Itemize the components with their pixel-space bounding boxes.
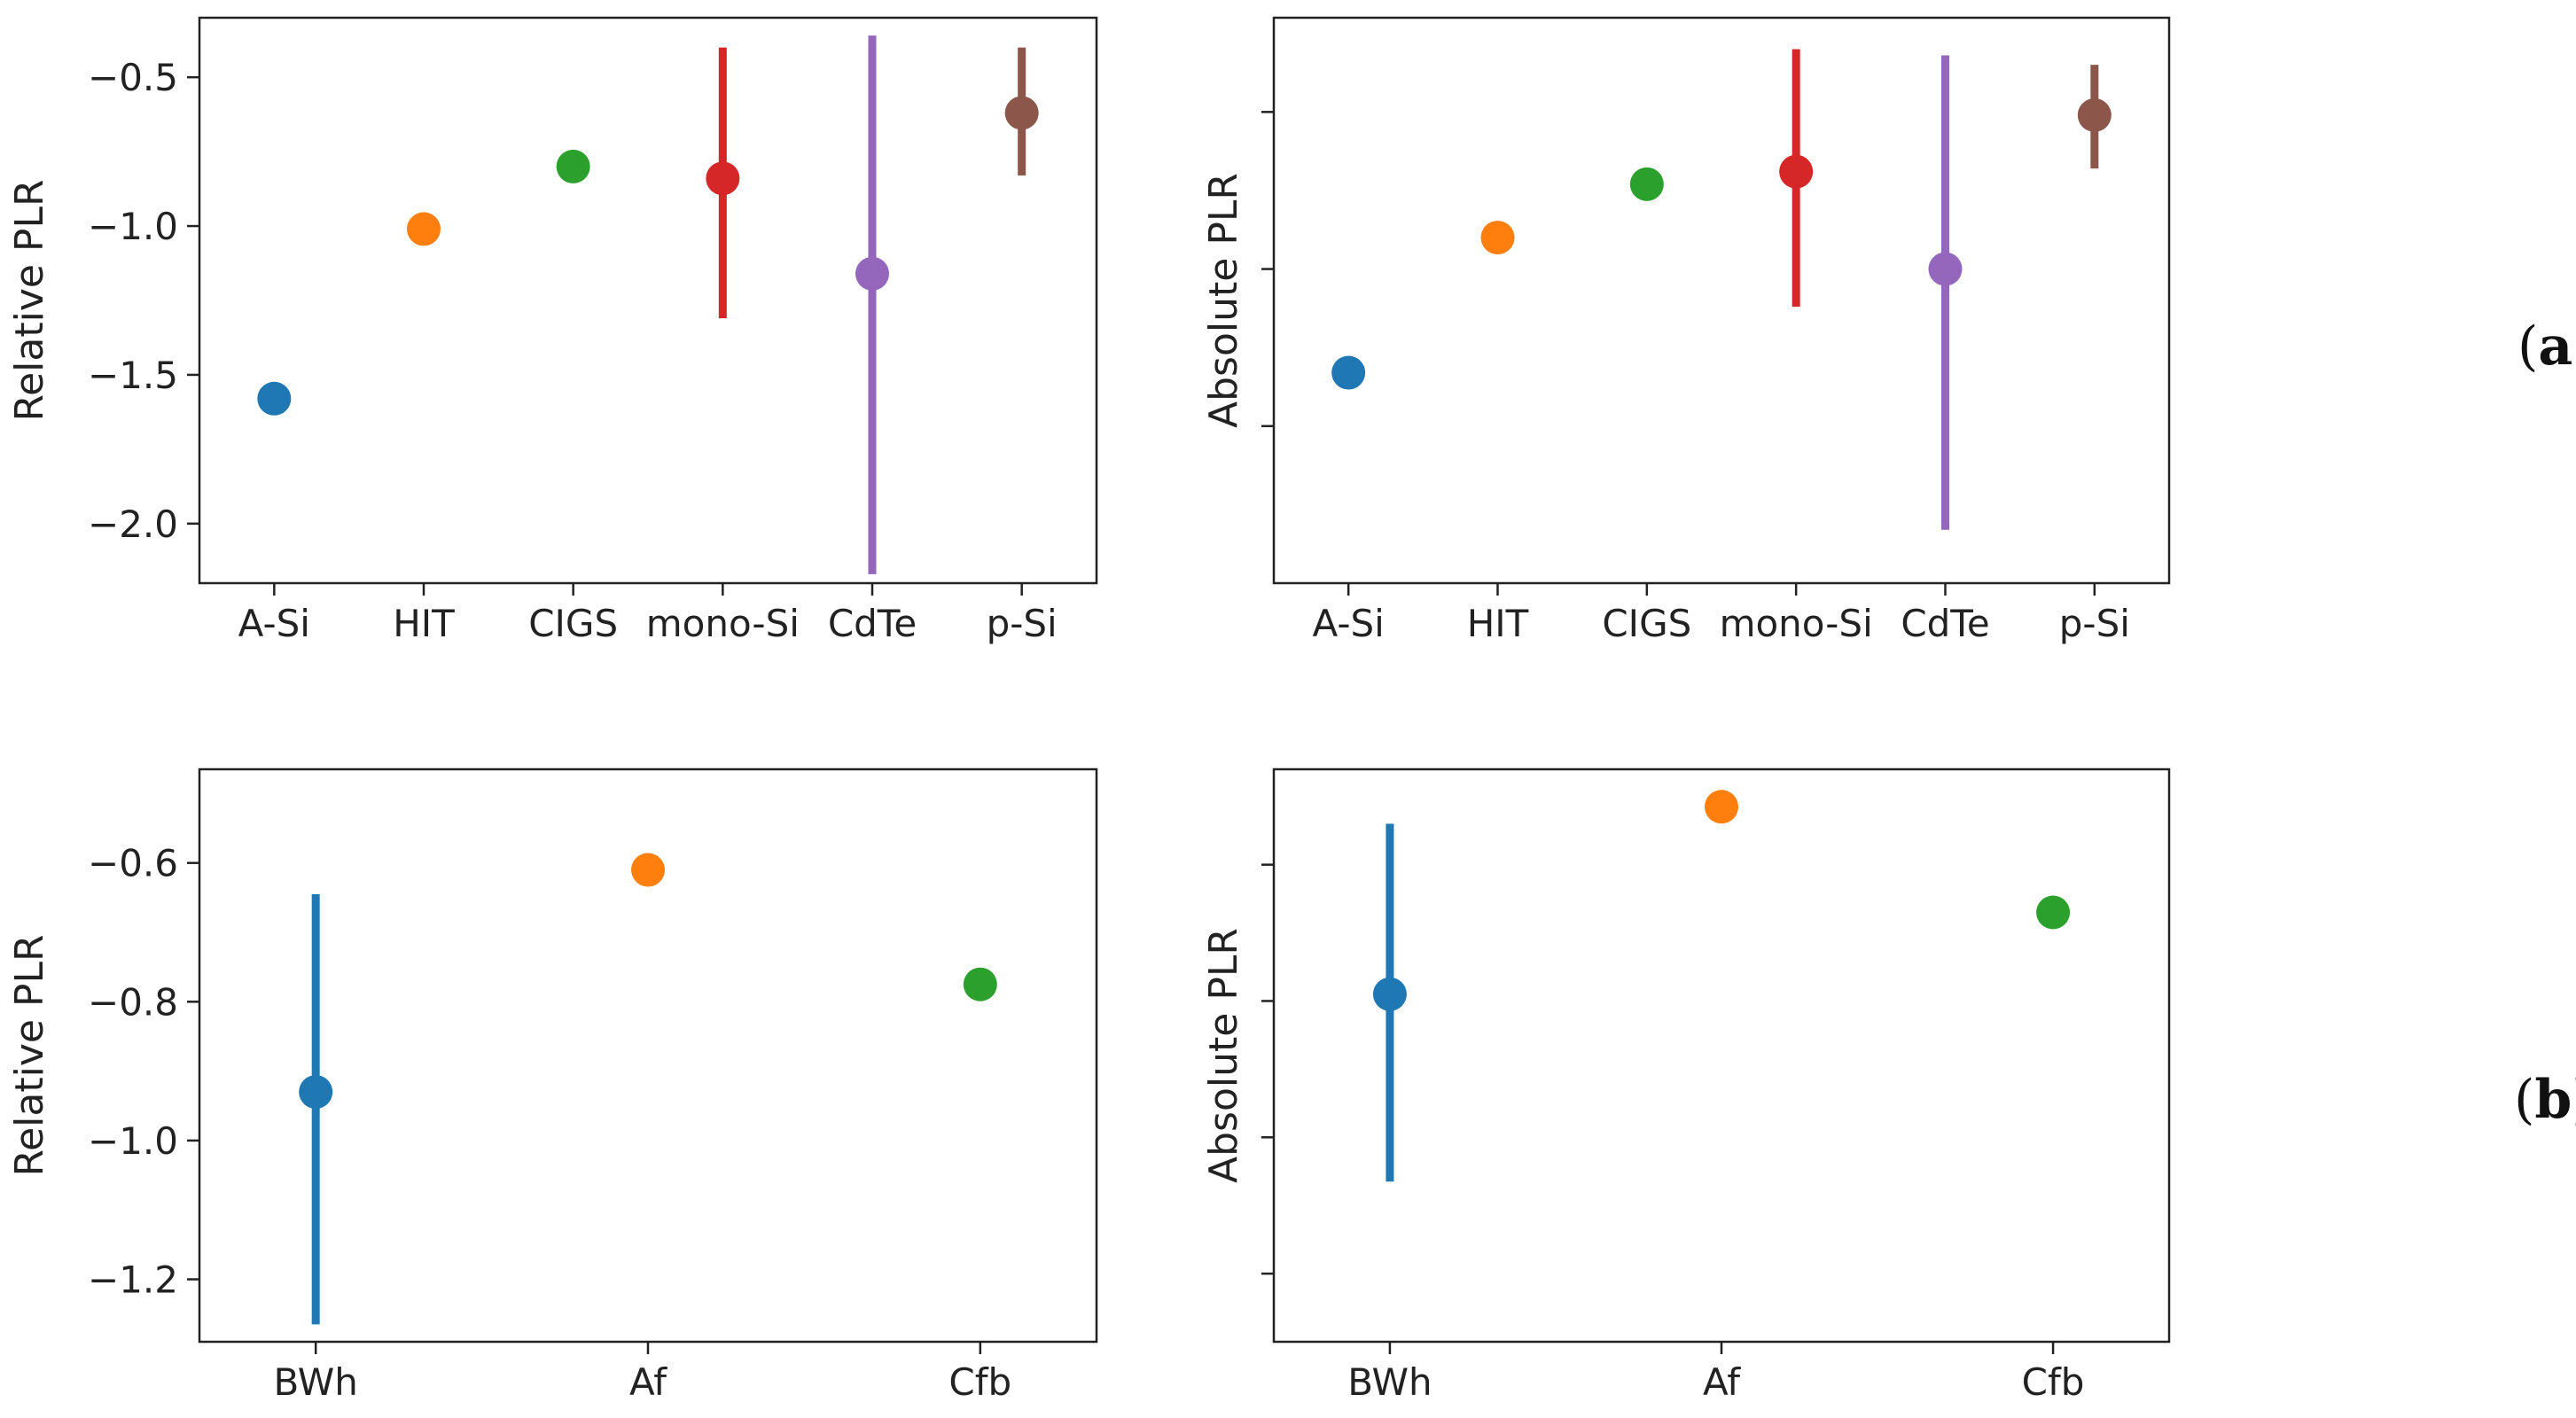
data-point: [631, 853, 665, 887]
data-point: [257, 381, 292, 416]
panel-label-a-open: (: [2517, 316, 2539, 378]
data-point: [855, 256, 889, 291]
axes-frame: [198, 16, 1098, 585]
data-point: [963, 967, 997, 1001]
y-tick-label: −1.5: [88, 354, 178, 397]
axes-frame: [198, 767, 1098, 1344]
y-axis-title: Absolute PLR: [1201, 928, 1246, 1183]
data-point: [1480, 221, 1515, 255]
panel-label-b: (b): [2514, 1069, 2576, 1131]
chart-relative-plr-technology: −2.0 −1.5 −1.0 −0.5 A-Si HIT CIGS mono-Si CdTe p-…: [7, 16, 1098, 645]
data-point: [1779, 154, 1814, 189]
y-axis-title: Absolute PLR: [1201, 173, 1246, 428]
x-tick-label: Cfb: [948, 1360, 1011, 1404]
x-tick-label: p-Si: [2059, 602, 2130, 645]
panel-label-a: (a): [2517, 316, 2576, 378]
y-tick-label: −2.0: [88, 503, 178, 546]
panel-label-b-open: (: [2514, 1069, 2535, 1131]
panel-label-b-letter: b: [2534, 1069, 2572, 1131]
data-point: [1705, 790, 1738, 824]
x-tick-label: CIGS: [1602, 602, 1691, 645]
panel-label-a-close: ): [2572, 316, 2576, 378]
data-point: [1629, 167, 1664, 201]
data-point: [706, 161, 740, 196]
x-tick-label: Af: [629, 1360, 667, 1404]
x-tick-label: CdTe: [828, 602, 917, 645]
y-tick-label: −1.0: [88, 1119, 178, 1163]
data-point: [299, 1075, 333, 1110]
x-tick-label: p-Si: [987, 602, 1058, 645]
x-tick-label: mono-Si: [1720, 602, 1873, 645]
data-point: [1004, 96, 1039, 130]
chart-absolute-plr-climate: BWh Af Cfb Absolute PLR: [1201, 767, 2171, 1404]
x-tick-label: mono-Si: [646, 602, 800, 645]
y-tick-label: −0.5: [88, 56, 178, 99]
chart-absolute-plr-technology: A-Si HIT CIGS mono-Si CdTe p-Si Absolute PLR: [1201, 16, 2171, 645]
axes-frame: [1272, 767, 2171, 1344]
data-point: [2036, 895, 2071, 930]
x-tick-label: HIT: [393, 602, 455, 645]
data-point: [556, 149, 590, 183]
panel-label-b-close: ): [2572, 1069, 2576, 1131]
data-point: [407, 212, 441, 246]
y-tick-label: −0.6: [88, 842, 178, 885]
y-tick-label: −0.8: [88, 980, 178, 1024]
panel-label-a-letter: a: [2538, 316, 2573, 378]
data-point: [1372, 977, 1407, 1011]
y-axis-title: Relative PLR: [7, 179, 52, 421]
axes-frame: [1272, 16, 2171, 585]
data-point: [1928, 252, 1963, 286]
x-tick-label: A-Si: [238, 602, 310, 645]
chart-relative-plr-climate: −1.2 −1.0 −0.8 −0.6 BWh Af Cfb Relative PLR: [7, 767, 1098, 1404]
x-tick-label: BWh: [273, 1360, 357, 1404]
x-tick-label: BWh: [1347, 1360, 1432, 1404]
y-axis-title: Relative PLR: [7, 934, 52, 1176]
y-tick-label: −1.2: [88, 1258, 178, 1302]
x-tick-label: Cfb: [2022, 1360, 2085, 1404]
x-tick-label: CdTe: [1901, 602, 1989, 645]
data-point: [1331, 355, 1366, 390]
x-tick-label: HIT: [1467, 602, 1529, 645]
x-tick-label: A-Si: [1313, 602, 1385, 645]
y-tick-label: −1.0: [88, 205, 178, 248]
x-tick-label: Af: [1703, 1360, 1741, 1404]
x-tick-label: CIGS: [528, 602, 618, 645]
data-point: [2077, 97, 2112, 132]
